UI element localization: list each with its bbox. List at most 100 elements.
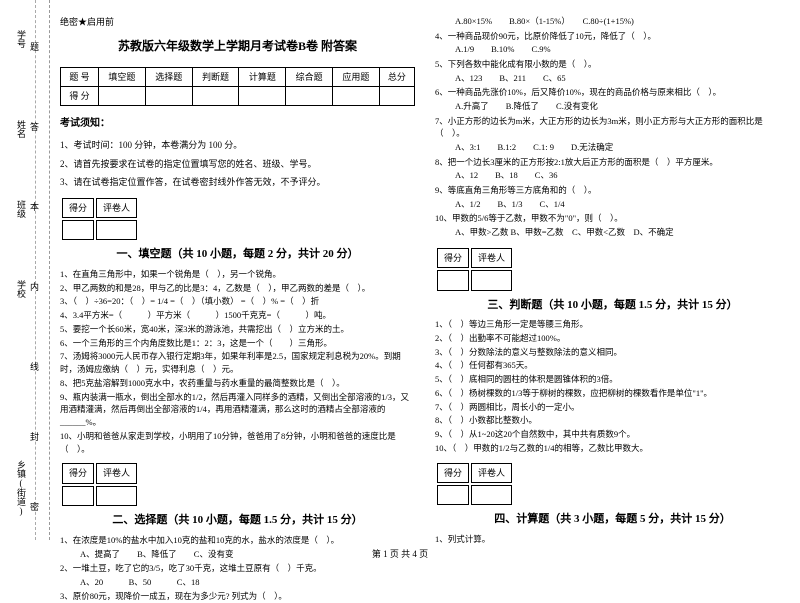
- grader-box: 得分 评卷人: [435, 461, 790, 508]
- seal-char: 答: [30, 120, 39, 133]
- th-total: 总分: [379, 67, 414, 86]
- score-cell: 得分: [62, 463, 94, 483]
- opts: A、1/2 B、1/3 C、1/4: [435, 198, 790, 212]
- q: 10、甲数的5/6等于乙数，甲数不为"0"，则（ ）。: [435, 212, 790, 225]
- opts: A、20 B、50 C、18: [60, 576, 415, 590]
- q: 3、（ ）÷36=20：（ ）= 1/4 =（ ）（填小数） =（ ）% =（ …: [60, 295, 415, 308]
- section2-title: 二、选择题（共 10 小题，每题 1.5 分，共计 15 分）: [60, 512, 415, 530]
- td-blank: [192, 86, 239, 105]
- score-cell: 得分: [62, 198, 94, 218]
- opts: A.1/9 B.10% C.9%: [435, 43, 790, 57]
- td-blank: [99, 86, 146, 105]
- th-judge: 判断题: [192, 67, 239, 86]
- grader-box: 得分 评卷人: [60, 196, 415, 243]
- q: 7、（ ）两圆相比，周长小的一定小。: [435, 401, 790, 414]
- blank-cell: [96, 486, 137, 506]
- margin-label-town: 乡镇(街道): [15, 460, 28, 516]
- blank-cell: [62, 486, 94, 506]
- seal-char: 密: [30, 500, 39, 513]
- q: 1、（ ）等边三角形一定是等腰三角形。: [435, 318, 790, 331]
- blank-cell: [471, 485, 512, 505]
- q: 1、在浓度是10%的盐水中加入10克的盐和10克的水，盐水的浓度是（ ）。: [60, 534, 415, 547]
- grader-cell: 评卷人: [96, 198, 137, 218]
- q: 2、（ ）出勤率不可能超过100%。: [435, 332, 790, 345]
- section3-title: 三、判断题（共 10 小题，每题 1.5 分，共计 15 分）: [435, 297, 790, 315]
- th-calc: 计算题: [239, 67, 286, 86]
- dash-line: [35, 0, 36, 540]
- binding-margin: 学号 姓名 班级 学校 乡镇(街道) 题 答 本 内 线 封 密: [0, 0, 50, 540]
- notice-item: 3、请在试卷指定位置作答，在试卷密封线外作答无效，不予评分。: [60, 175, 415, 189]
- score-cell: 得分: [437, 463, 469, 483]
- q: 4、一种商品现价90元，比原价降低了10元，降低了（ ）。: [435, 30, 790, 43]
- q: 2、一堆土豆，吃了它的3/5，吃了30千克，这堆土豆原有（ ）千克。: [60, 562, 415, 575]
- section1-title: 一、填空题（共 10 小题，每题 2 分，共计 20 分）: [60, 246, 415, 264]
- margin-label-class: 班级: [15, 200, 28, 218]
- right-column: A.80×15% B.80×（1-15%） C.80÷(1+15%) 4、一种商…: [435, 15, 790, 535]
- section4-title: 四、计算题（共 3 小题，每题 5 分，共计 15 分）: [435, 511, 790, 529]
- q: 3、（ ）分数除法的意义与整数除法的意义相同。: [435, 346, 790, 359]
- q: 5、要挖一个长60米，宽40米，深3米的游泳池，共需挖出（ ）立方米的土。: [60, 323, 415, 336]
- grader-cell: 评卷人: [471, 248, 512, 268]
- th-app: 应用题: [333, 67, 380, 86]
- opts: A、12 B、18 C、36: [435, 169, 790, 183]
- blank-cell: [437, 270, 469, 290]
- q: 10、（ ）甲数的1/2与乙数的1/4的相等，乙数比甲数大。: [435, 442, 790, 455]
- grader-cell: 评卷人: [471, 463, 512, 483]
- q: 1、列式计算。: [435, 533, 790, 546]
- q: 5、下列各数中能化成有限小数的是（ ）。: [435, 58, 790, 71]
- q: 2、甲乙两数的和是28，甲与乙的比是3：4，乙数是（ ），甲乙两数的差是（ ）。: [60, 282, 415, 295]
- th-num: 题 号: [61, 67, 99, 86]
- td-score: 得 分: [61, 86, 99, 105]
- margin-label-id: 学号: [15, 30, 28, 48]
- q: 8、把5克盐溶解到1000克水中，农药重量与药水重量的最简整数比是（ ）。: [60, 377, 415, 390]
- notice-title: 考试须知：: [60, 116, 415, 132]
- q: 3、原价80元，现降价一成五，现在为多少元? 列式为（ ）。: [60, 590, 415, 603]
- th-choice: 选择题: [145, 67, 192, 86]
- q: 6、一种商品先涨价10%，后又降价10%，现在的商品价格与原来相比（ ）。: [435, 86, 790, 99]
- td-blank: [145, 86, 192, 105]
- q: 10、小明和爸爸从家走到学校，小明用了10分钟，爸爸用了8分钟，小明和爸爸的速度…: [60, 430, 415, 456]
- q: 1、在直角三角形中，如果一个锐角是（ ），另一个锐角。: [60, 268, 415, 281]
- secret-label: 绝密★启用前: [60, 15, 415, 29]
- seal-char: 题: [30, 40, 39, 53]
- q: 4、3.4平方米=（ ）平方米（ ）1500千克克=（ ）吨。: [60, 309, 415, 322]
- exam-title: 苏教版六年级数学上学期月考试卷B卷 附答案: [60, 37, 415, 56]
- td-blank: [239, 86, 286, 105]
- margin-label-school: 学校: [15, 280, 28, 298]
- td-blank: [379, 86, 414, 105]
- q: 6、（ ）杨树棵数的1/3等于柳树的棵数，应把柳树的棵数看作是单位"1"。: [435, 387, 790, 400]
- q: 4、（ ）任何都有365天。: [435, 359, 790, 372]
- notice-item: 1、考试时间：100 分钟，本卷满分为 100 分。: [60, 138, 415, 152]
- blank-cell: [96, 220, 137, 240]
- grader-cell: 评卷人: [96, 463, 137, 483]
- q: 5、（ ）底相同的圆柱的体积是圆锥体积的3倍。: [435, 373, 790, 386]
- notice-item: 2、请首先按要求在试卷的指定位置填写您的姓名、班级、学号。: [60, 157, 415, 171]
- score-cell: 得分: [437, 248, 469, 268]
- opts: A.升高了 B.降低了 C.没有变化: [435, 100, 790, 114]
- margin-label-name: 姓名: [15, 120, 28, 138]
- grader-box: 得分 评卷人: [60, 461, 415, 508]
- q: 9、（ ）从1~20这20个自然数中，其中共有质数9个。: [435, 428, 790, 441]
- left-column: 绝密★启用前 苏教版六年级数学上学期月考试卷B卷 附答案 题 号 填空题 选择题…: [60, 15, 415, 535]
- q: 7、汤姆将3000元人民币存入银行定期3年，如果年利率是2.5，国家规定利息税为…: [60, 350, 415, 376]
- seal-char: 封: [30, 430, 39, 443]
- q: 8、（ ）小数都比整数小。: [435, 414, 790, 427]
- opts: A.80×15% B.80×（1-15%） C.80÷(1+15%): [435, 15, 790, 29]
- q: 7、小正方形的边长为m米，大正方形的边长为3m米，则小正方形与大正方形的面积比是…: [435, 115, 790, 141]
- opts: A、甲数>乙数 B、甲数=乙数 C、甲数<乙数 D、不确定: [435, 226, 790, 240]
- seal-char: 内: [30, 280, 39, 293]
- blank-cell: [62, 220, 94, 240]
- opts: A、3:1 B.1:2 C.1: 9 D.无法确定: [435, 141, 790, 155]
- q: 9、等底直角三角形等三方底角和的（ ）。: [435, 184, 790, 197]
- page-footer: 第 1 页 共 4 页: [0, 547, 800, 560]
- q: 6、一个三角形的三个内角度数比是1：2：3，这是一个（ ）三角形。: [60, 337, 415, 350]
- seal-char: 线: [30, 360, 39, 373]
- grader-box: 得分 评卷人: [435, 246, 790, 293]
- th-fill: 填空题: [99, 67, 146, 86]
- blank-cell: [471, 270, 512, 290]
- td-blank: [286, 86, 333, 105]
- score-table: 题 号 填空题 选择题 判断题 计算题 综合题 应用题 总分 得 分: [60, 67, 415, 107]
- td-blank: [333, 86, 380, 105]
- q: 8、把一个边长3厘米的正方形按2:1放大后正方形的面积是（ ）平方厘米。: [435, 156, 790, 169]
- th-comp: 综合题: [286, 67, 333, 86]
